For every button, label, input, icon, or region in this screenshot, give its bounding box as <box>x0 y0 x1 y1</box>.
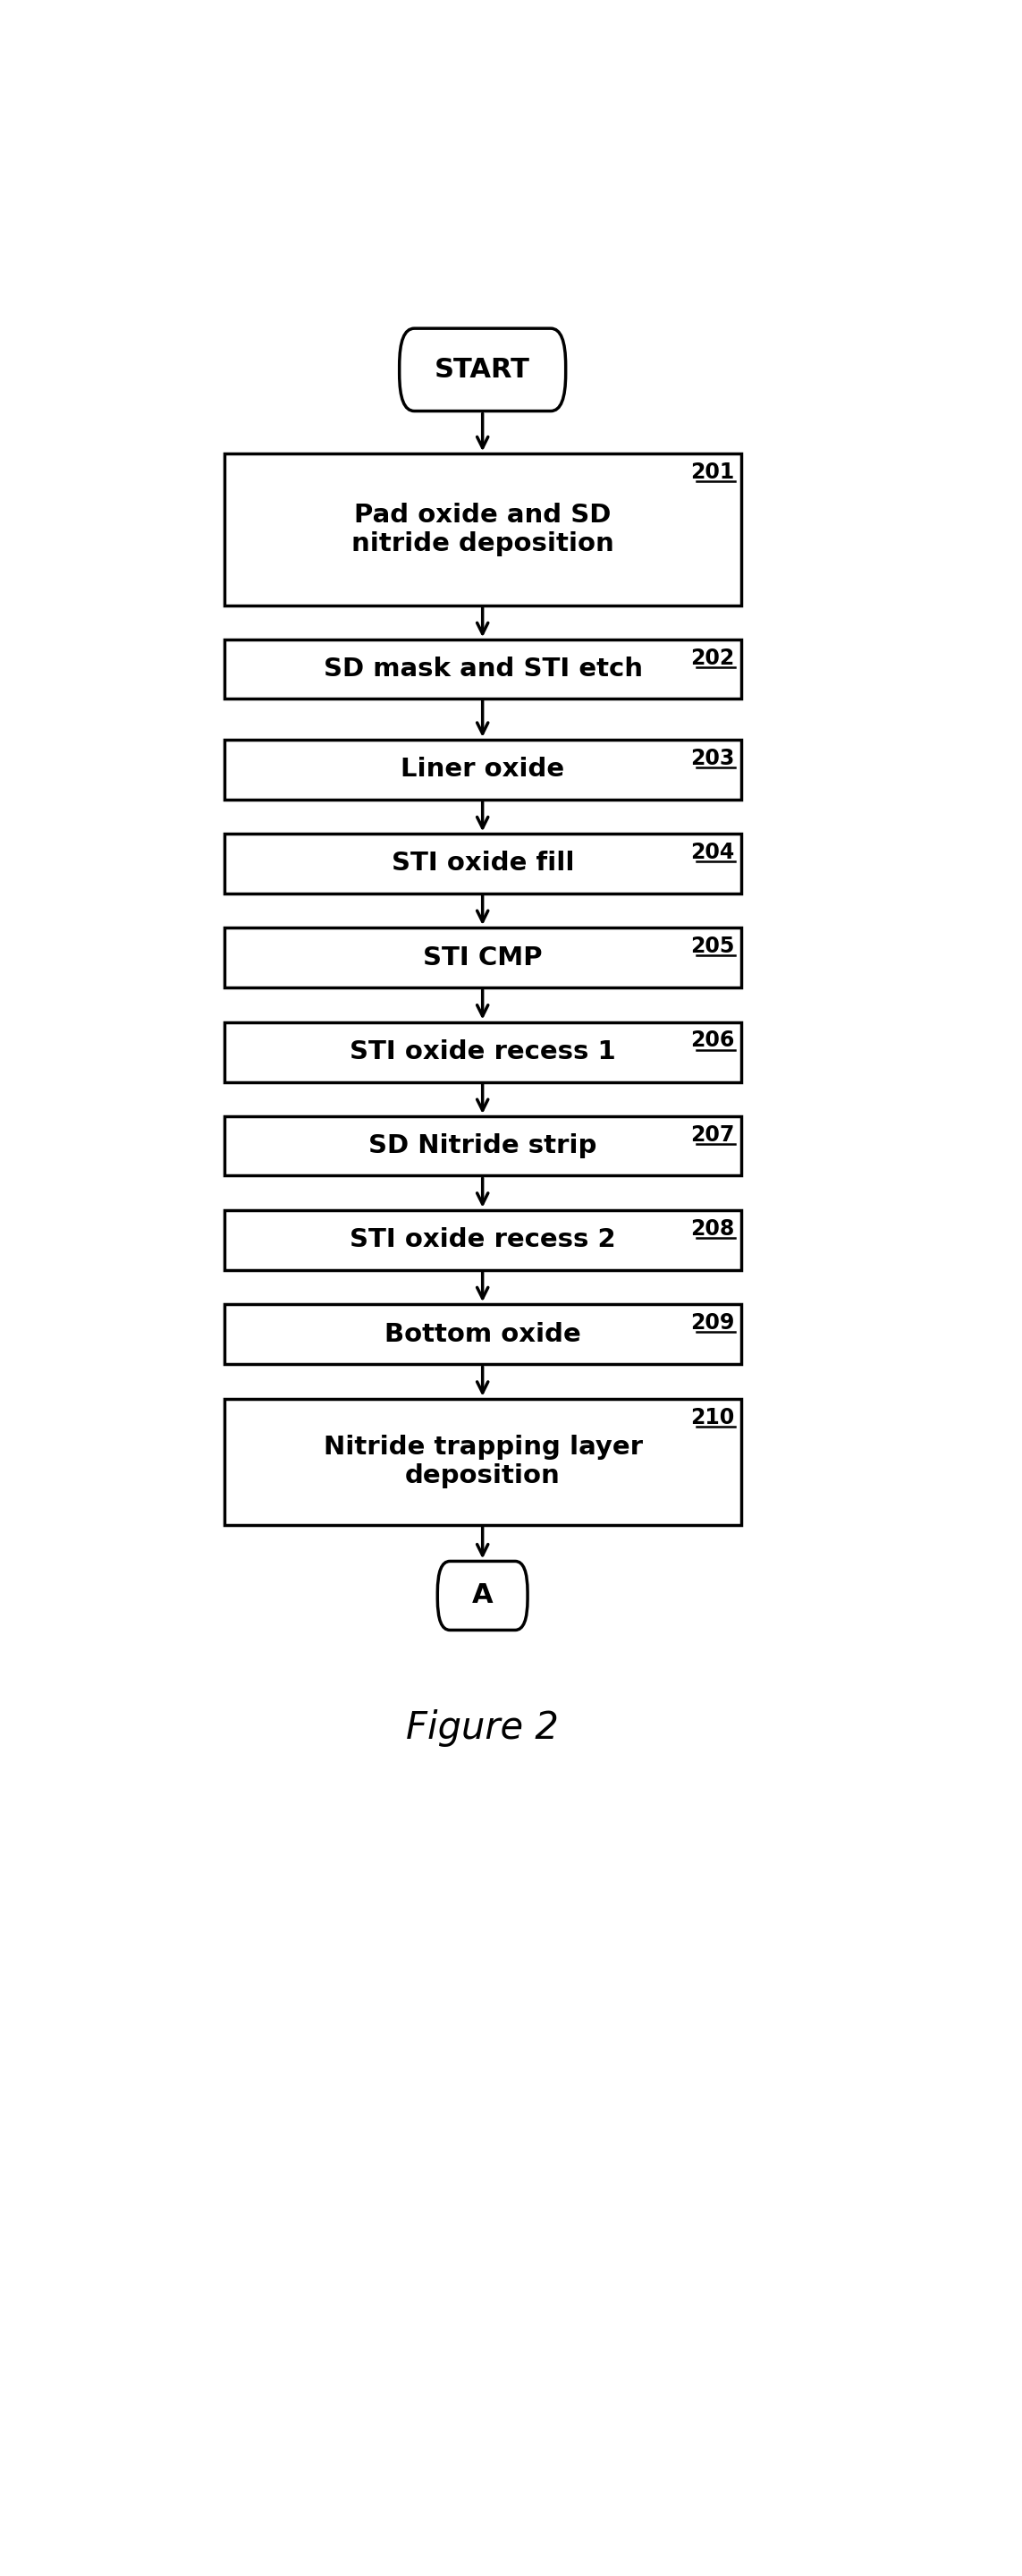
Text: Pad oxide and SD
nitride deposition: Pad oxide and SD nitride deposition <box>352 502 614 556</box>
Text: 204: 204 <box>691 842 735 863</box>
Text: SD Nitride strip: SD Nitride strip <box>369 1133 597 1159</box>
FancyBboxPatch shape <box>225 739 741 799</box>
Text: SD mask and STI etch: SD mask and STI etch <box>323 657 643 683</box>
FancyBboxPatch shape <box>225 453 741 605</box>
Text: START: START <box>434 355 530 384</box>
FancyBboxPatch shape <box>225 1023 741 1082</box>
Text: 202: 202 <box>691 647 735 670</box>
Text: A: A <box>472 1582 493 1607</box>
FancyBboxPatch shape <box>400 327 566 412</box>
FancyBboxPatch shape <box>225 835 741 894</box>
Text: STI CMP: STI CMP <box>423 945 543 971</box>
Text: 206: 206 <box>691 1030 735 1051</box>
Text: Bottom oxide: Bottom oxide <box>384 1321 582 1347</box>
Text: 207: 207 <box>691 1123 735 1146</box>
FancyBboxPatch shape <box>225 927 741 987</box>
FancyBboxPatch shape <box>225 1399 741 1525</box>
FancyBboxPatch shape <box>225 1115 741 1175</box>
Text: 203: 203 <box>691 747 735 770</box>
Text: Liner oxide: Liner oxide <box>401 757 565 783</box>
Text: 205: 205 <box>691 935 735 958</box>
FancyBboxPatch shape <box>225 639 741 698</box>
Text: STI oxide fill: STI oxide fill <box>391 850 574 876</box>
Text: 201: 201 <box>691 461 735 484</box>
Text: 209: 209 <box>691 1311 735 1334</box>
Text: 210: 210 <box>691 1406 735 1427</box>
FancyBboxPatch shape <box>225 1303 741 1365</box>
Text: STI oxide recess 1: STI oxide recess 1 <box>350 1038 616 1064</box>
FancyBboxPatch shape <box>437 1561 527 1631</box>
Text: 208: 208 <box>691 1218 735 1239</box>
Text: STI oxide recess 2: STI oxide recess 2 <box>350 1226 616 1252</box>
Text: Nitride trapping layer
deposition: Nitride trapping layer deposition <box>323 1435 643 1489</box>
Text: Figure 2: Figure 2 <box>406 1708 559 1747</box>
FancyBboxPatch shape <box>225 1211 741 1270</box>
